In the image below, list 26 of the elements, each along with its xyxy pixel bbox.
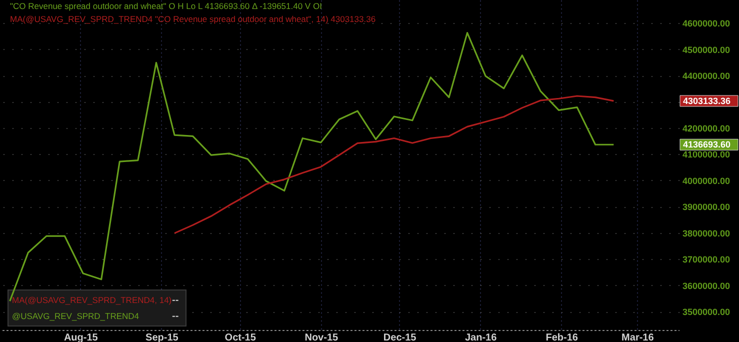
- series-label: @USAVG_REV_SPRD_TREND4: [12, 311, 140, 321]
- x-tick-label: Dec-15: [383, 332, 417, 342]
- annotation: --: [172, 311, 179, 322]
- x-tick-label: Jan-16: [465, 332, 498, 342]
- x-tick-label: Feb-16: [546, 332, 578, 342]
- y-tick-label: 3900000.00: [682, 202, 730, 212]
- x-tick-label: Nov-15: [304, 332, 338, 342]
- y-tick-label: 4500000.00: [682, 44, 730, 55]
- line-series: [174, 95, 614, 234]
- text: MA(@USAVG_REV_SPRD_TREND4 "CO Revenue spread outdoor and wheat", 14) 4303133.36: [10, 14, 376, 24]
- y-tick-label: 4000000.00: [682, 176, 730, 186]
- x-tick-label: Mar-16: [622, 332, 654, 342]
- text: 4303133.36: [683, 96, 731, 106]
- y-tick-label: 3600000.00: [682, 280, 730, 291]
- y-tick-label: 3800000.00: [682, 228, 730, 238]
- text: MA(@USAVG_REV_SPRD_TREND4, 14): [12, 295, 172, 305]
- text: 4136693.60: [683, 140, 731, 150]
- annotation: --: [172, 295, 179, 306]
- y-tick-label: 4200000.00: [682, 124, 730, 134]
- y-tick-label: 4400000.00: [682, 71, 730, 82]
- y-tick-label: 4100000.00: [682, 150, 730, 160]
- chart-title: "CO Revenue spread outdoor and wheat" O H Lo L 4136693.60 Δ -139651.40 V OI: [10, 1, 322, 11]
- y-tick-label: 3700000.00: [682, 254, 730, 265]
- y-tick-label: 4600000.00: [682, 18, 730, 29]
- y-tick-label: 3500000.00: [682, 307, 730, 318]
- x-tick-label: Oct-15: [224, 332, 256, 342]
